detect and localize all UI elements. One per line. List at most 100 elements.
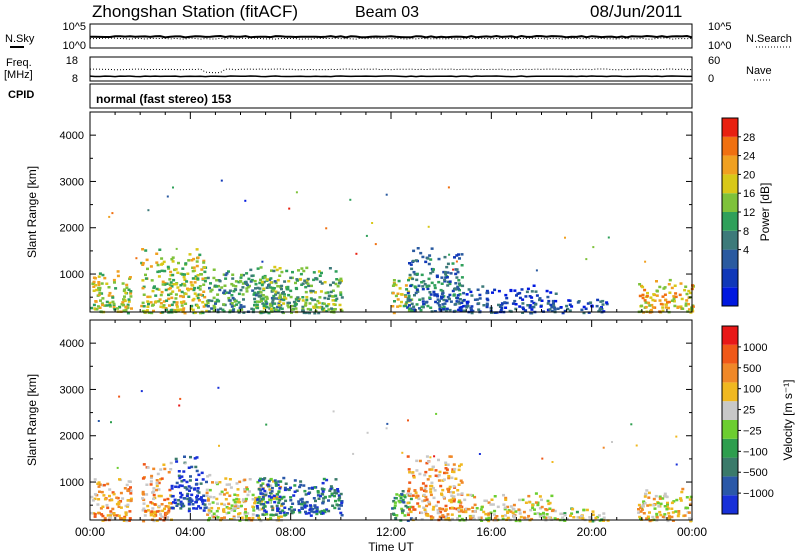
colorbar-segment bbox=[722, 326, 738, 345]
range-gate-cell bbox=[122, 517, 126, 520]
range-gate-cell bbox=[166, 195, 169, 198]
range-gate-cell bbox=[183, 273, 186, 276]
range-gate-cell bbox=[152, 493, 156, 497]
range-gate-cell bbox=[426, 257, 430, 260]
velocity-colorbar-label: Velocity [m s⁻¹] bbox=[781, 379, 795, 460]
range-gate-cell bbox=[429, 306, 433, 309]
range-gate-cell bbox=[459, 463, 463, 466]
range-gate-cell bbox=[183, 284, 187, 287]
range-gate-cell bbox=[175, 247, 178, 250]
range-gate-cell bbox=[310, 486, 314, 490]
range-gate-cell bbox=[591, 513, 595, 516]
range-gate-cell bbox=[247, 277, 251, 281]
range-gate-cell bbox=[502, 503, 506, 506]
range-gate-cell bbox=[251, 505, 255, 508]
colorbar-tick-label: −500 bbox=[743, 467, 768, 479]
range-gate-cell bbox=[443, 270, 447, 274]
range-gate-cell bbox=[511, 507, 515, 511]
range-gate-cell bbox=[415, 469, 419, 472]
range-gate-cell bbox=[408, 481, 412, 484]
range-gate-cell bbox=[203, 503, 207, 506]
range-gate-cell bbox=[441, 488, 445, 492]
range-gate-cell bbox=[459, 501, 463, 504]
range-gate-cell bbox=[541, 514, 545, 518]
range-gate-cell bbox=[274, 481, 278, 484]
range-gate-cell bbox=[169, 502, 173, 505]
range-gate-cell bbox=[262, 506, 265, 510]
range-gate-cell bbox=[258, 300, 261, 303]
range-gate-cell bbox=[207, 511, 211, 515]
range-gate-cell bbox=[103, 304, 107, 307]
range-gate-cell bbox=[242, 305, 246, 308]
range-gate-cell bbox=[99, 299, 102, 302]
range-gate-cell bbox=[327, 499, 330, 502]
range-gate-cell bbox=[411, 505, 415, 509]
range-gate-cell bbox=[446, 295, 450, 299]
range-gate-cell bbox=[282, 511, 286, 514]
range-gate-cell bbox=[168, 501, 171, 505]
range-gate-cell bbox=[146, 466, 150, 469]
nave-tick-top: 60 bbox=[708, 55, 720, 67]
range-gate-cell bbox=[261, 276, 265, 280]
range-gate-cell bbox=[233, 500, 237, 504]
range-gate-cell bbox=[208, 286, 211, 290]
range-gate-cell bbox=[124, 504, 128, 508]
range-gate-cell bbox=[207, 497, 211, 500]
range-gate-cell bbox=[277, 309, 281, 312]
range-gate-cell bbox=[334, 294, 338, 297]
range-gate-cell bbox=[638, 515, 642, 519]
range-gate-cell bbox=[430, 468, 434, 471]
range-gate-cell bbox=[208, 502, 211, 506]
range-gate-cell bbox=[426, 478, 430, 481]
range-gate-cell bbox=[550, 306, 554, 309]
range-gate-cell bbox=[254, 283, 258, 286]
range-gate-cell bbox=[160, 290, 164, 294]
range-gate-cell bbox=[280, 287, 283, 291]
range-gate-cell bbox=[400, 509, 404, 513]
range-gate-cell bbox=[118, 478, 121, 481]
range-gate-cell bbox=[262, 304, 266, 308]
range-gate-cell bbox=[237, 498, 241, 501]
range-gate-cell bbox=[407, 309, 411, 313]
range-gate-cell bbox=[276, 291, 280, 295]
colorbar-segment bbox=[722, 155, 738, 175]
range-gate-cell bbox=[90, 511, 94, 515]
range-gate-cell bbox=[263, 276, 267, 279]
range-gate-cell bbox=[434, 469, 438, 472]
range-gate-cell bbox=[419, 308, 423, 312]
range-gate-cell bbox=[233, 300, 237, 303]
range-gate-cell bbox=[227, 511, 231, 514]
range-gate-cell bbox=[417, 284, 421, 288]
range-gate-cell bbox=[661, 295, 665, 298]
range-gate-cell bbox=[653, 507, 657, 510]
range-gate-cell bbox=[241, 293, 245, 296]
range-gate-cell bbox=[639, 510, 643, 513]
range-gate-cell bbox=[97, 286, 101, 290]
range-gate-cell bbox=[189, 486, 193, 490]
range-gate-cell bbox=[210, 506, 214, 510]
range-gate-cell bbox=[108, 488, 112, 491]
range-gate-cell bbox=[308, 311, 311, 315]
range-gate-cell bbox=[536, 501, 540, 504]
range-gate-cell bbox=[179, 500, 183, 504]
range-gate-cell bbox=[141, 262, 145, 265]
range-gate-cell bbox=[201, 478, 205, 481]
range-gate-cell bbox=[149, 501, 153, 504]
range-gate-cell bbox=[433, 455, 436, 458]
range-gate-cell bbox=[274, 308, 278, 311]
range-gate-cell bbox=[122, 309, 126, 312]
range-gate-cell bbox=[596, 298, 600, 302]
range-gate-cell bbox=[542, 516, 546, 519]
range-gate-cell bbox=[460, 517, 464, 521]
range-gate-cell bbox=[451, 470, 454, 473]
range-gate-cell bbox=[149, 483, 153, 486]
range-gate-cell bbox=[323, 296, 327, 300]
range-gate-cell bbox=[526, 304, 530, 307]
range-gate-cell bbox=[338, 282, 341, 285]
range-gate-cell bbox=[551, 461, 554, 463]
range-gate-cell bbox=[112, 302, 116, 306]
range-gate-cell bbox=[264, 510, 268, 514]
time-tick-label: 04:00 bbox=[175, 525, 205, 539]
range-gate-cell bbox=[530, 517, 534, 521]
range-gate-cell bbox=[289, 295, 293, 299]
